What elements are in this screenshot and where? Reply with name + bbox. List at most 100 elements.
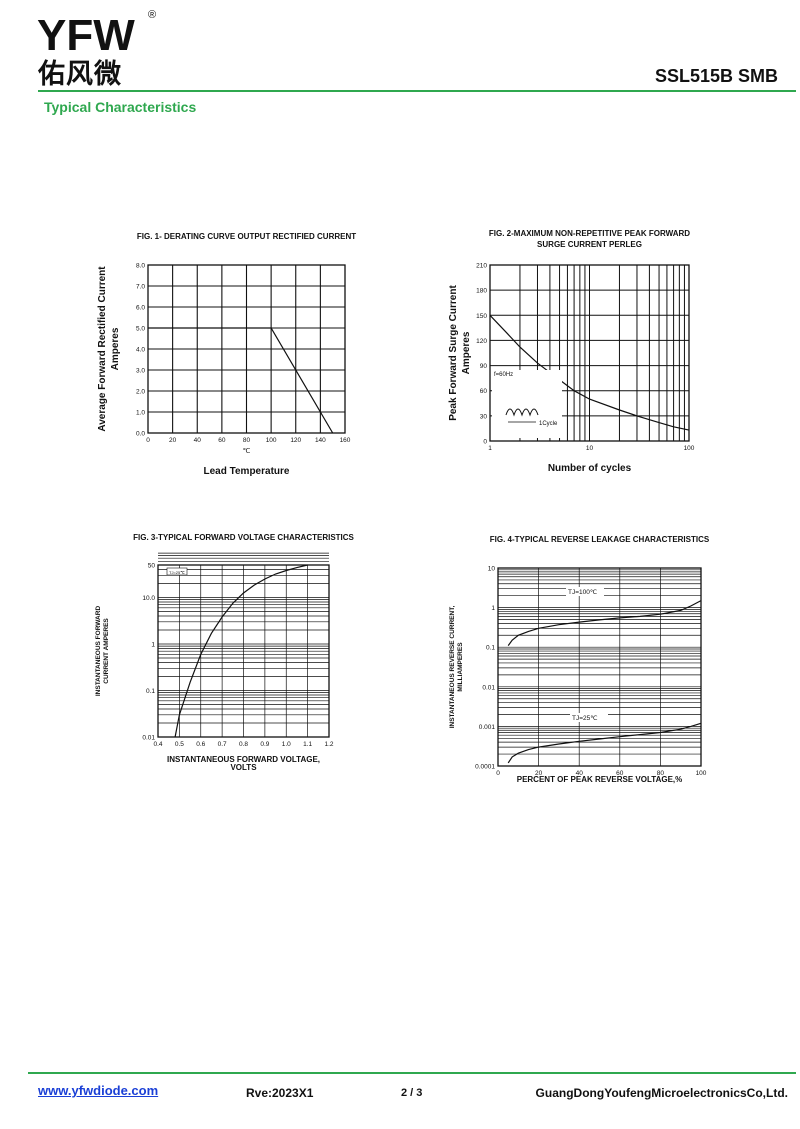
y-axis-label: Amperes <box>461 331 472 374</box>
chart-title: FIG. 3-TYPICAL FORWARD VOLTAGE CHARACTER… <box>133 533 354 542</box>
company-logo: YFW ® <box>37 9 156 60</box>
annotation-box <box>166 567 188 576</box>
annotation-label: TJ=25℃ <box>169 570 185 575</box>
y-axis-label: Peak Forward Surge Current <box>448 285 459 421</box>
y-tick-label: 10 <box>488 566 496 573</box>
x-tick-label: 1.1 <box>303 741 312 748</box>
x-tick-label: 40 <box>194 437 202 444</box>
y-axis-label: CURRENT AMPERES <box>103 618 110 684</box>
x-axis-label: Number of cycles <box>548 463 632 474</box>
y-tick-label: 6.0 <box>136 305 145 312</box>
y-tick-label: 0.01 <box>482 684 495 691</box>
chart-title: FIG. 1- DERATING CURVE OUTPUT RECTIFIED … <box>137 232 356 241</box>
y-tick-label: 1 <box>491 605 495 612</box>
y-tick-label: 90 <box>480 363 488 370</box>
series-line <box>507 600 702 646</box>
y-tick-label: 210 <box>476 263 487 270</box>
x-tick-label: 0.9 <box>260 741 269 748</box>
y-tick-label: 1.0 <box>136 410 145 417</box>
fig3-forward-voltage-chart: FIG. 3-TYPICAL FORWARD VOLTAGE CHARACTER… <box>95 533 355 772</box>
x-axis-unit: ℃ <box>243 448 251 455</box>
part-number: SSL515B SMB <box>654 66 778 86</box>
plot-frame <box>497 567 702 767</box>
x-axis-label: Lead Temperature <box>204 466 290 477</box>
x-tick-label: 0 <box>146 437 150 444</box>
fig2-surge-chart: FIG. 2-MAXIMUM NON-REPETITIVE PEAK FORWA… <box>448 229 695 474</box>
x-tick-label: 0.8 <box>239 741 248 748</box>
series-line <box>174 564 308 738</box>
footer-divider <box>28 1072 796 1074</box>
y-tick-label: 0.1 <box>146 688 155 695</box>
inset-cycle-label: 1Cycle <box>539 421 558 427</box>
chart-title: FIG. 2-MAXIMUM NON-REPETITIVE PEAK FORWA… <box>489 229 690 238</box>
series-line <box>489 314 690 431</box>
plot-frame <box>489 264 690 442</box>
y-axis-label: Average Forward Rectified Current <box>97 266 108 432</box>
x-tick-label: 100 <box>266 437 277 444</box>
y-tick-label: 150 <box>476 313 487 320</box>
y-axis-label: Amperes <box>110 327 121 370</box>
y-axis-label: MILLIAMPERES <box>457 642 464 692</box>
y-tick-label: 0.1 <box>486 645 495 652</box>
series-label: TJ=25℃ <box>572 715 598 722</box>
x-tick-label: 20 <box>169 437 177 444</box>
y-tick-label: 0.0 <box>136 431 145 438</box>
fig4-reverse-leakage-chart: FIG. 4-TYPICAL REVERSE LEAKAGE CHARACTER… <box>449 535 710 784</box>
plot-frame <box>147 264 346 434</box>
fig1-derating-chart: FIG. 1- DERATING CURVE OUTPUT RECTIFIED … <box>97 232 356 477</box>
x-tick-label: 1 <box>488 445 492 452</box>
x-tick-label: 120 <box>290 437 301 444</box>
chart-grid <box>158 552 329 737</box>
series-line <box>507 722 702 764</box>
y-tick-label: 3.0 <box>136 368 145 375</box>
logo-chinese-name: 佑风微 <box>38 59 122 90</box>
logo-registered-mark: ® <box>148 9 156 21</box>
x-tick-label: 40 <box>576 770 584 777</box>
x-tick-label: 80 <box>243 437 251 444</box>
header-divider <box>38 90 796 92</box>
x-tick-label: 0.7 <box>218 741 227 748</box>
series-label-bg <box>570 713 608 722</box>
x-tick-label: 20 <box>535 770 543 777</box>
series-line <box>148 327 334 434</box>
x-tick-label: 100 <box>684 445 695 452</box>
plot-frame <box>157 564 330 738</box>
revision-label: Rve:2023X1 <box>246 1086 314 1100</box>
x-tick-label: 100 <box>696 770 707 777</box>
inset-waveform <box>505 408 539 417</box>
y-axis-label: INSTANTANEOUS FORWARD <box>95 606 102 697</box>
series-label: TJ=100℃ <box>568 589 598 596</box>
x-tick-label: 60 <box>218 437 226 444</box>
y-tick-label: 0.001 <box>479 724 496 731</box>
y-tick-label: 180 <box>476 288 487 295</box>
section-title: Typical Characteristics <box>44 99 197 115</box>
series-label-bg <box>566 587 604 596</box>
y-tick-label: 2.0 <box>136 389 145 396</box>
x-tick-label: 0.4 <box>153 741 162 748</box>
y-tick-label: 8.0 <box>136 263 145 270</box>
y-tick-label: 0 <box>483 439 487 446</box>
x-tick-label: 10 <box>586 445 594 452</box>
logo-text: YFW <box>37 11 135 60</box>
x-tick-label: 140 <box>315 437 326 444</box>
x-axis-label: PERCENT OF PEAK REVERSE VOLTAGE,% <box>517 775 683 784</box>
x-tick-label: 0 <box>496 770 500 777</box>
y-tick-label: 4.0 <box>136 347 145 354</box>
chart-grid <box>498 568 701 766</box>
y-axis-label: INSTANTANEOUS REVERSE CURRENT, <box>449 606 456 729</box>
y-tick-label: 50 <box>148 563 156 570</box>
y-tick-label: 7.0 <box>136 284 145 291</box>
x-tick-label: 160 <box>340 437 351 444</box>
website-link[interactable]: www.yfwdiode.com <box>38 1083 159 1098</box>
inset-frequency-label: f=60Hz <box>494 372 513 378</box>
y-tick-label: 120 <box>476 338 487 345</box>
y-tick-label: 1 <box>151 642 155 649</box>
y-tick-label: 5.0 <box>136 326 145 333</box>
y-tick-label: 0.01 <box>142 735 155 742</box>
x-tick-label: 80 <box>657 770 665 777</box>
y-tick-label: 60 <box>480 388 488 395</box>
chart-grid <box>148 265 345 433</box>
x-tick-label: 1.0 <box>282 741 291 748</box>
chart-title: SURGE CURRENT PERLEG <box>537 240 642 249</box>
page-number: 2 / 3 <box>401 1087 423 1099</box>
